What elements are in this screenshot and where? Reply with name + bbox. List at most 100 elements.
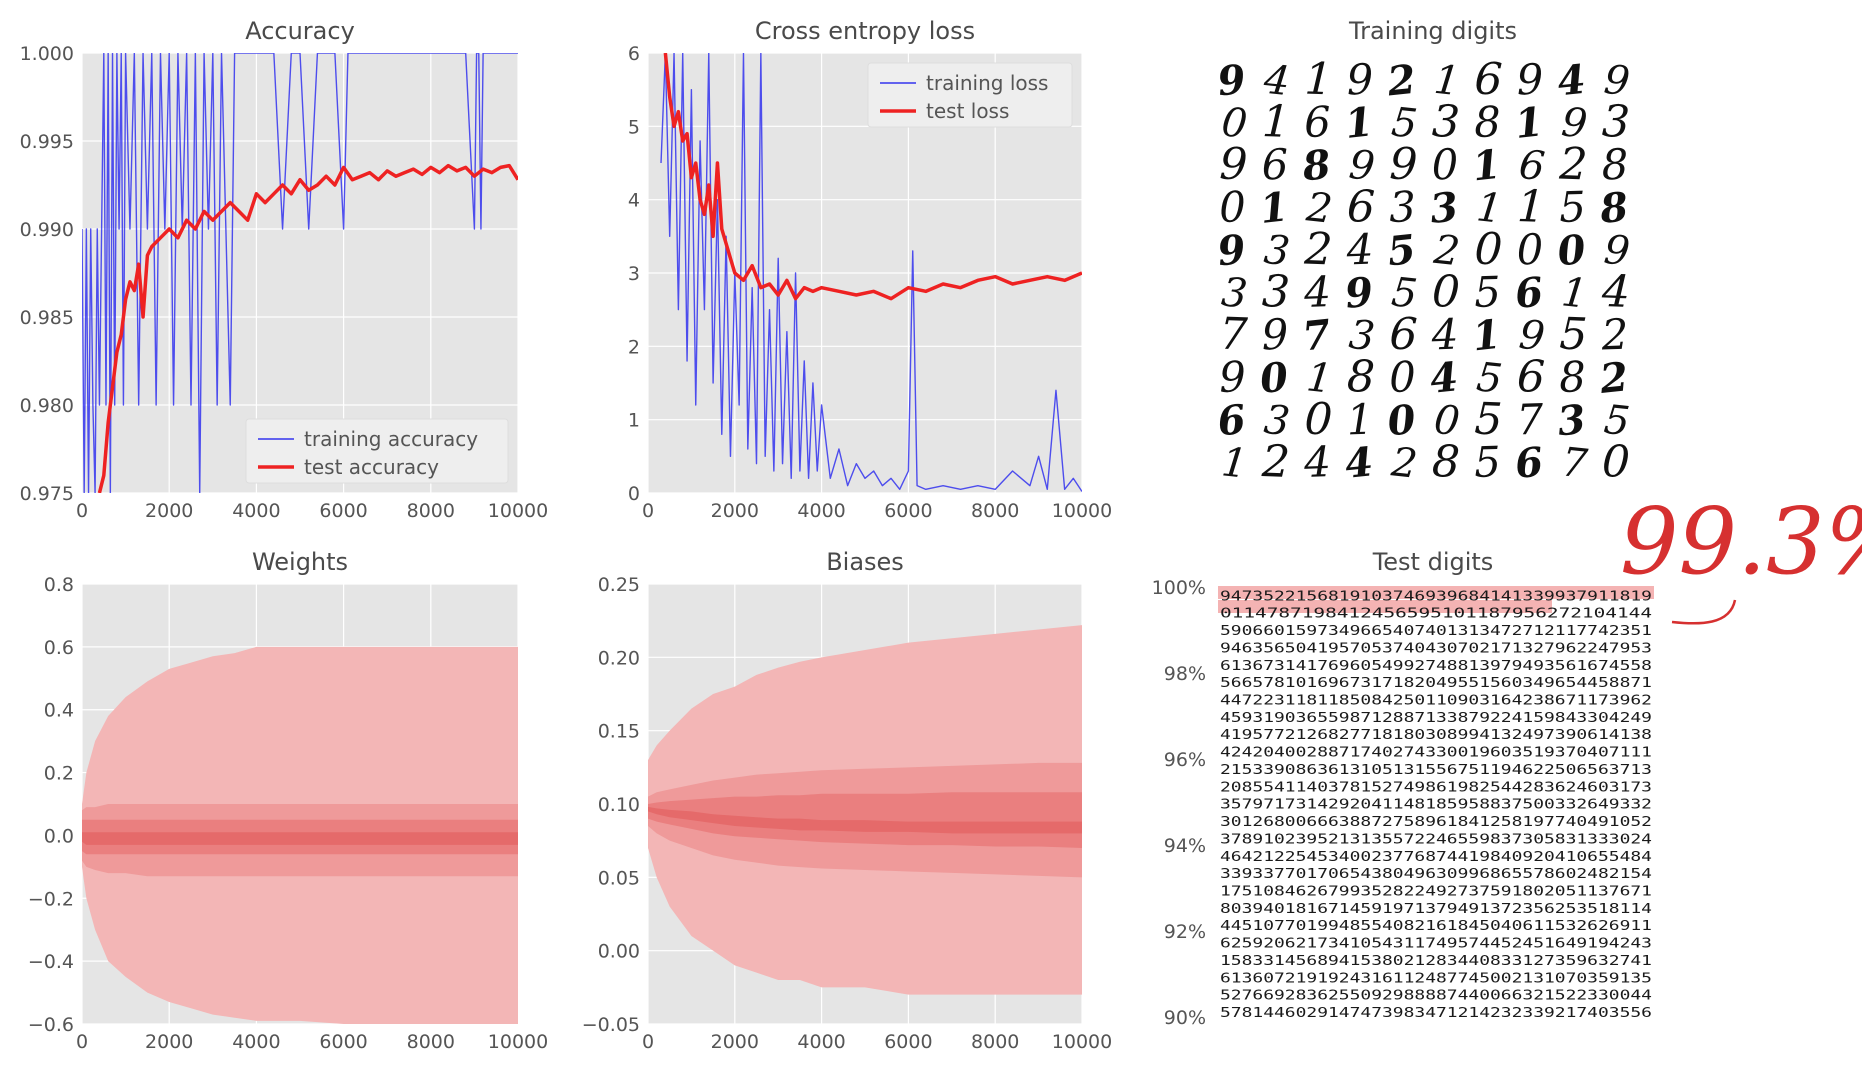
training-digit: 4 <box>1302 267 1331 317</box>
training-digit: 9 <box>1261 310 1289 360</box>
biases-ytick-2: 0.05 <box>598 867 640 889</box>
test-digits-ytick-5: 90% <box>1164 1007 1206 1029</box>
training-digit: 0 <box>1218 182 1246 232</box>
training-digit: 9 <box>1346 55 1374 105</box>
biases-ytick-5: 0.20 <box>598 647 640 669</box>
test-digit-row: 3789102395213135572246559837305831333024 <box>1220 832 1652 847</box>
training-digit: 0 <box>1385 396 1418 446</box>
training-digit: 1 <box>1470 141 1503 191</box>
biases-ytick-0: −0.05 <box>582 1014 640 1036</box>
weights-ytick-2: −0.2 <box>28 888 74 910</box>
weights-plot <box>82 647 518 1024</box>
test-digit-row: 5781446029147473983471214232339217403556 <box>1220 1006 1652 1021</box>
test-digits-ytick-3: 94% <box>1164 835 1206 857</box>
training-digit: 5 <box>1473 267 1501 317</box>
test-digit-row: 5906601597349665407401313472712117742351 <box>1220 624 1652 639</box>
training-digit: 0 <box>1388 352 1416 402</box>
training-digit: 7 <box>1559 439 1590 487</box>
training-digit: 8 <box>1601 140 1629 190</box>
test-digit-row: 9473522156819103746939684141339937911819 <box>1220 589 1652 604</box>
test-digits-ytick-4: 92% <box>1164 921 1206 943</box>
training-digit: 6 <box>1513 268 1546 318</box>
training-digit: 7 <box>1300 311 1333 361</box>
training-digit: 2 <box>1597 353 1631 403</box>
training-digit: 3 <box>1555 396 1588 446</box>
training-digit: 8 <box>1558 352 1586 402</box>
loss-xtick-4: 8000 <box>971 500 1019 522</box>
accuracy-ytick-5: 1.000 <box>20 43 74 65</box>
biases-ytick-1: 0.00 <box>598 941 640 963</box>
training-digit: 8 <box>1431 436 1461 488</box>
training-digit: 2 <box>1260 436 1291 488</box>
training-digit: 9 <box>1516 55 1544 105</box>
training-digit: 1 <box>1219 439 1249 487</box>
training-digit: 0 <box>1258 353 1291 403</box>
training-digit: 9 <box>1215 226 1248 276</box>
weights-xtick-2: 4000 <box>232 1031 280 1053</box>
accuracy-xtick-3: 6000 <box>319 500 367 522</box>
training-digit: 4 <box>1430 310 1459 360</box>
training-digit: 1 <box>1513 98 1546 148</box>
training-digit: 9 <box>1343 268 1376 318</box>
training-digit: 9 <box>1215 56 1248 106</box>
loss-xtick-1: 2000 <box>711 500 759 522</box>
loss-ytick-0: 0 <box>628 483 640 505</box>
training-digit: 8 <box>1473 97 1501 147</box>
loss-xtick-5: 10000 <box>1052 500 1112 522</box>
test-digit-row: 1751084626799352822492737591802051137671 <box>1220 884 1652 899</box>
test-digit-row: 4242040028871740274330019603519370407111 <box>1220 746 1652 761</box>
accuracy-ytick-2: 0.985 <box>20 307 74 329</box>
training-digit: 9 <box>1218 352 1246 402</box>
test-digit-row: 3579717314292041148185958837500332649332 <box>1220 798 1652 813</box>
weights-band-3 <box>82 832 518 845</box>
training-digit: 2 <box>1384 56 1418 106</box>
weights-xtick-4: 8000 <box>407 1031 455 1053</box>
weights-ytick-7: 0.8 <box>44 574 74 596</box>
biases-xtick-1: 2000 <box>711 1031 759 1053</box>
loss-legend-label-0: training loss <box>926 71 1048 95</box>
test-digits-axis: 100%98%96%94%92%90% <box>1152 577 1206 1029</box>
loss-ytick-5: 5 <box>628 116 640 138</box>
training-digits-title: Training digits <box>1348 17 1517 45</box>
accuracy-annotation: 99.3% <box>1620 488 1862 623</box>
weights-ytick-6: 0.6 <box>44 637 74 659</box>
test-digit-row: 0114787198412456595101187956272104144 <box>1220 607 1652 622</box>
accuracy-xtick-0: 0 <box>76 500 88 522</box>
loss-xtick-2: 4000 <box>797 500 845 522</box>
test-digit-row: 4451077019948554082161845040611532626911 <box>1220 919 1652 934</box>
test-digit-row: 8039401816714591971379491372356253518114 <box>1220 902 1652 917</box>
training-digit: 3 <box>1428 183 1461 233</box>
weights-title: Weights <box>252 548 348 576</box>
training-digit: 5 <box>1473 437 1501 487</box>
training-digit: 4 <box>1555 56 1588 106</box>
test-digit-row: 3012680066638872758961841258197740491052 <box>1220 815 1652 830</box>
test-digit-row: 6136072191924316112487745002131070359135 <box>1220 971 1652 986</box>
training-digit: 5 <box>1558 182 1586 232</box>
test-digits-title: Test digits <box>1372 548 1494 576</box>
training-digit: 4 <box>1428 353 1461 403</box>
test-digit-row: 2085541140378152749861982544283624603173 <box>1220 780 1652 795</box>
test-digit-row: 6259206217341054311749574452451649194243 <box>1220 937 1652 952</box>
test-digit-row: 4593190365598712887133879224159843304249 <box>1220 711 1652 726</box>
loss-title: Cross entropy loss <box>755 17 975 45</box>
training-digit: 6 <box>1513 438 1546 488</box>
test-digits-ytick-2: 96% <box>1164 749 1206 771</box>
biases-ytick-3: 0.10 <box>598 794 640 816</box>
biases-xtick-3: 6000 <box>884 1031 932 1053</box>
annotation-text: 99.3% <box>1620 488 1862 595</box>
loss-ytick-4: 4 <box>628 190 640 212</box>
loss-ytick-3: 3 <box>628 263 640 285</box>
test-digit-row: 6136731417696054992748813979493561674558 <box>1220 659 1652 674</box>
accuracy-legend-label-1: test accuracy <box>304 455 439 479</box>
training-digit: 1 <box>1343 98 1376 148</box>
loss-xtick-0: 0 <box>642 500 654 522</box>
test-digits-ytick-1: 98% <box>1164 663 1206 685</box>
training-digit: 0 <box>1601 436 1631 488</box>
weights-ytick-3: 0.0 <box>44 825 74 847</box>
test-digit-row: 5665781016967317182049551560349654458871 <box>1220 676 1652 691</box>
accuracy-xtick-5: 10000 <box>488 500 548 522</box>
